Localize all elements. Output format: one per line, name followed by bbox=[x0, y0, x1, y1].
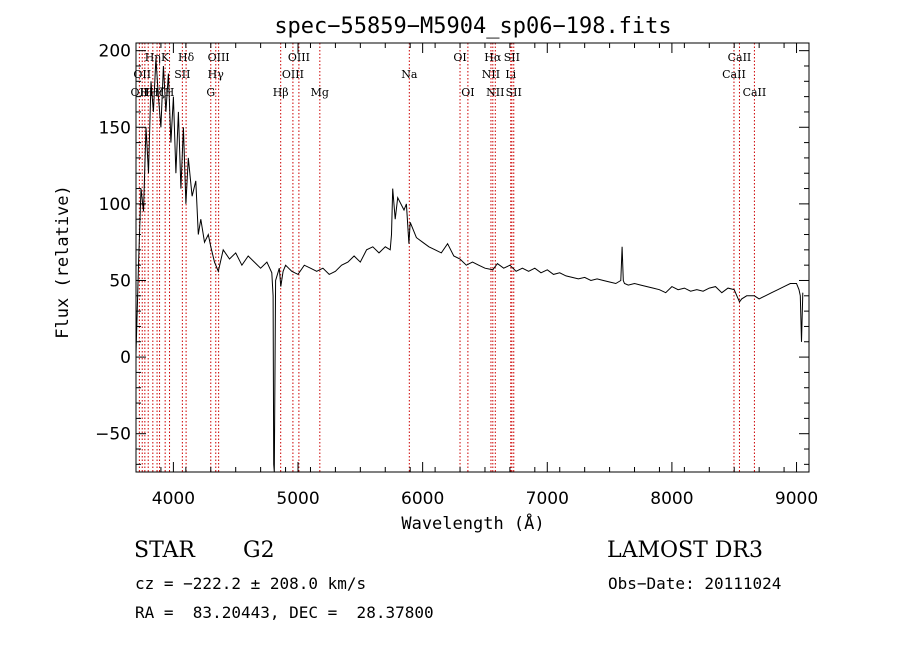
redshift-velocity: cz = −222.2 ± 208.0 km/s bbox=[135, 574, 367, 593]
x-tick-label: 4000 bbox=[152, 489, 195, 509]
line-label: NII bbox=[482, 68, 500, 81]
line-label: Hδ bbox=[178, 51, 195, 64]
plot-frame bbox=[135, 42, 810, 473]
line-label: CaII bbox=[722, 68, 746, 81]
line-label: OIII bbox=[208, 51, 230, 64]
line-label: Hγ bbox=[208, 68, 225, 81]
object-class: STAR bbox=[134, 538, 195, 563]
line-label: Hα bbox=[484, 51, 502, 64]
line-label: Li bbox=[505, 68, 516, 81]
line-marker-layer bbox=[138, 43, 755, 472]
x-axis-label: Wavelength (Å) bbox=[401, 512, 544, 534]
line-label: Hζ bbox=[149, 86, 165, 99]
line-label: OIII bbox=[282, 68, 304, 81]
line-label: CaII bbox=[728, 51, 752, 64]
line-label: H bbox=[140, 86, 150, 99]
y-tick-label: 0 bbox=[120, 348, 131, 368]
y-tick-label: 200 bbox=[99, 42, 131, 62]
line-label: Na bbox=[401, 68, 418, 81]
line-label: H bbox=[143, 86, 153, 99]
x-tick-label: 7000 bbox=[526, 489, 569, 509]
x-tick-label: 8000 bbox=[650, 489, 693, 509]
observation-date: Obs−Date: 20111024 bbox=[608, 574, 782, 593]
object-subclass: G2 bbox=[243, 538, 275, 563]
survey-name: LAMOST DR3 bbox=[607, 538, 763, 563]
line-label: K bbox=[161, 51, 170, 64]
line-label: H bbox=[155, 86, 165, 99]
y-tick-label: 100 bbox=[99, 195, 131, 215]
line-label: OI bbox=[461, 86, 474, 99]
x-tick-label: 5000 bbox=[276, 489, 319, 509]
y-tick-label: 150 bbox=[99, 118, 131, 138]
line-label: SII bbox=[174, 68, 190, 81]
coordinates: RA = 83.20443, DEC = 28.37800 bbox=[135, 603, 434, 622]
line-label: Hβ bbox=[273, 86, 289, 99]
chart-title: spec−55859−M5904_sp06−198.fits bbox=[274, 14, 671, 39]
line-label: OI bbox=[453, 51, 466, 64]
x-tick-label: 6000 bbox=[401, 489, 444, 509]
spectrum-line bbox=[135, 58, 804, 473]
y-tick-label: 50 bbox=[109, 271, 131, 291]
y-tick-label: −50 bbox=[95, 425, 131, 445]
line-label: NII bbox=[486, 86, 504, 99]
line-label-layer: OIIOIIHHHηHζHKHSIIHδGHγOIIIHβOIIIOIIIMgN… bbox=[131, 51, 767, 99]
x-tick-label: 9000 bbox=[775, 489, 818, 509]
axis-tick-labels: 4000 5000 6000 7000 8000 9000 −50 0 50 100 150 200 bbox=[95, 42, 818, 509]
line-label: Mg bbox=[311, 86, 329, 99]
line-label: CaII bbox=[743, 86, 767, 99]
line-label: OIII bbox=[288, 51, 310, 64]
line-label: SII bbox=[506, 86, 522, 99]
line-label: OII bbox=[133, 68, 151, 81]
axis-ticks bbox=[135, 43, 810, 472]
line-label: SII bbox=[504, 51, 520, 64]
line-label: OII bbox=[131, 86, 149, 99]
y-axis-label: Flux (relative) bbox=[53, 185, 73, 339]
line-label: Hη bbox=[145, 51, 161, 64]
line-label: G bbox=[206, 86, 215, 99]
